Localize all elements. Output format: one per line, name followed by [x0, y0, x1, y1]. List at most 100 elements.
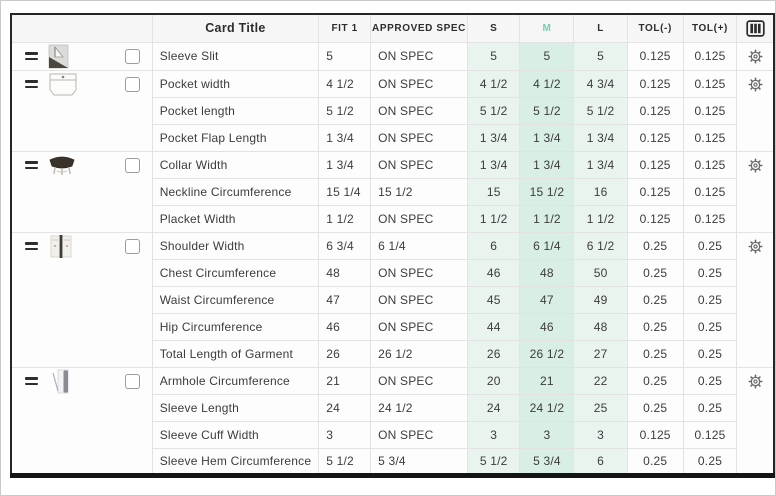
size-s-cell[interactable]: 5 [466, 41, 521, 71]
fit-value-cell[interactable]: 5 1/2 [318, 96, 372, 125]
size-l-cell[interactable]: 5 1/2 [573, 96, 628, 125]
approved-spec-cell[interactable]: ON SPEC [370, 258, 468, 287]
approved-spec-cell[interactable]: ON SPEC [370, 150, 468, 179]
approved-spec-cell[interactable]: 6 1/4 [370, 231, 468, 260]
size-s-cell[interactable]: 15 [466, 177, 521, 206]
size-l-cell[interactable]: 1 3/4 [573, 123, 628, 152]
size-l-cell[interactable]: 49 [573, 285, 628, 314]
size-m-cell[interactable]: 24 1/2 [519, 393, 575, 422]
card-title-cell[interactable]: Chest Circumference [151, 258, 320, 287]
size-l-cell[interactable]: 5 [573, 41, 628, 71]
column-config-header[interactable] [736, 13, 775, 43]
fit-value-cell[interactable]: 21 [318, 366, 372, 395]
size-l-cell[interactable]: 16 [573, 177, 628, 206]
approved-spec-cell[interactable]: ON SPEC [370, 312, 468, 341]
card-thumbnail-pocket-sketch[interactable] [47, 72, 79, 97]
size-m-cell[interactable]: 1 1/2 [519, 204, 575, 233]
size-s-cell[interactable]: 4 1/2 [466, 69, 521, 98]
card-thumbnail-sleeve-sketch[interactable] [47, 369, 75, 394]
approved-spec-cell[interactable]: ON SPEC [370, 204, 468, 233]
size-m-cell[interactable]: 3 [519, 420, 575, 449]
size-m-cell[interactable]: 5 3/4 [519, 447, 575, 476]
drag-handle-icon[interactable] [25, 80, 38, 88]
tol-plus-cell[interactable]: 0.125 [682, 204, 738, 233]
fit-value-cell[interactable]: 48 [318, 258, 372, 287]
card-title-cell[interactable]: Pocket Flap Length [151, 123, 320, 152]
size-m-cell[interactable]: 1 3/4 [519, 150, 575, 179]
card-title-cell[interactable]: Pocket length [151, 96, 320, 125]
fit-value-cell[interactable]: 1 3/4 [318, 150, 372, 179]
tol-plus-cell[interactable]: 0.25 [682, 393, 738, 422]
card-select-checkbox[interactable] [124, 76, 140, 92]
card-title-cell[interactable]: Sleeve Cuff Width [151, 420, 320, 449]
size-s-cell[interactable]: 20 [466, 366, 521, 395]
size-s-cell[interactable]: 45 [466, 285, 521, 314]
approved-spec-cell[interactable]: ON SPEC [370, 420, 468, 449]
drag-handle-icon[interactable] [25, 377, 38, 385]
card-title-cell[interactable]: Sleeve Slit [151, 41, 320, 71]
approved-spec-cell[interactable]: ON SPEC [370, 69, 468, 98]
approved-spec-cell[interactable]: ON SPEC [370, 96, 468, 125]
approved-spec-cell[interactable]: 26 1/2 [370, 339, 468, 368]
tol-minus-cell[interactable]: 0.25 [626, 258, 684, 287]
card-thumbnail-collar-sketch[interactable] [47, 153, 77, 178]
gear-icon[interactable] [738, 43, 773, 69]
approved-spec-cell[interactable]: 15 1/2 [370, 177, 468, 206]
fit-value-cell[interactable]: 47 [318, 285, 372, 314]
size-m-cell[interactable]: 1 3/4 [519, 123, 575, 152]
tol-plus-cell[interactable]: 0.125 [682, 69, 738, 98]
tol-minus-cell[interactable]: 0.25 [626, 339, 684, 368]
tol-plus-cell[interactable]: 0.125 [682, 96, 738, 125]
columns-icon[interactable] [738, 20, 773, 37]
tol-plus-cell[interactable]: 0.125 [682, 123, 738, 152]
tol-minus-cell[interactable]: 0.25 [626, 312, 684, 341]
size-l-cell[interactable]: 22 [573, 366, 628, 395]
tol-plus-cell[interactable]: 0.25 [682, 339, 738, 368]
tol-minus-cell[interactable]: 0.125 [626, 96, 684, 125]
fit-value-cell[interactable]: 5 [318, 41, 372, 71]
tol-minus-cell[interactable]: 0.25 [626, 447, 684, 476]
size-m-cell[interactable]: 6 1/4 [519, 231, 575, 260]
card-thumbnail-shirt-placket-sketch[interactable] [47, 234, 75, 259]
tol-plus-cell[interactable]: 0.125 [682, 41, 738, 71]
card-title-cell[interactable]: Total Length of Garment [151, 339, 320, 368]
gear-icon[interactable] [738, 233, 773, 260]
fit-value-cell[interactable]: 4 1/2 [318, 69, 372, 98]
size-s-cell[interactable]: 3 [466, 420, 521, 449]
size-m-cell[interactable]: 5 1/2 [519, 96, 575, 125]
tol-minus-cell[interactable]: 0.125 [626, 69, 684, 98]
tol-minus-cell[interactable]: 0.25 [626, 231, 684, 260]
card-title-cell[interactable]: Sleeve Length [151, 393, 320, 422]
approved-spec-cell[interactable]: ON SPEC [370, 41, 468, 71]
approved-spec-cell[interactable]: ON SPEC [370, 123, 468, 152]
size-s-cell[interactable]: 44 [466, 312, 521, 341]
tol-plus-cell[interactable]: 0.25 [682, 258, 738, 287]
size-s-cell[interactable]: 5 1/2 [466, 96, 521, 125]
card-title-cell[interactable]: Neckline Circumference [151, 177, 320, 206]
fit-value-cell[interactable]: 3 [318, 420, 372, 449]
size-m-cell[interactable]: 15 1/2 [519, 177, 575, 206]
size-s-cell[interactable]: 46 [466, 258, 521, 287]
fit-value-cell[interactable]: 46 [318, 312, 372, 341]
size-s-cell[interactable]: 24 [466, 393, 521, 422]
size-s-cell[interactable]: 1 3/4 [466, 150, 521, 179]
size-m-cell[interactable]: 47 [519, 285, 575, 314]
size-l-cell[interactable]: 50 [573, 258, 628, 287]
size-l-cell[interactable]: 6 1/2 [573, 231, 628, 260]
fit-value-cell[interactable]: 1 3/4 [318, 123, 372, 152]
drag-handle-icon[interactable] [25, 242, 38, 250]
tol-minus-cell[interactable]: 0.125 [626, 204, 684, 233]
fit-value-cell[interactable]: 26 [318, 339, 372, 368]
tol-minus-cell[interactable]: 0.125 [626, 41, 684, 71]
size-l-cell[interactable]: 3 [573, 420, 628, 449]
size-m-cell[interactable]: 46 [519, 312, 575, 341]
card-title-cell[interactable]: Hip Circumference [151, 312, 320, 341]
tol-plus-cell[interactable]: 0.25 [682, 312, 738, 341]
card-select-checkbox[interactable] [124, 373, 140, 389]
card-title-cell[interactable]: Shoulder Width [151, 231, 320, 260]
size-s-cell[interactable]: 6 [466, 231, 521, 260]
tol-minus-cell[interactable]: 0.125 [626, 123, 684, 152]
tol-plus-cell[interactable]: 0.25 [682, 285, 738, 314]
approved-spec-cell[interactable]: 5 3/4 [370, 447, 468, 476]
size-l-cell[interactable]: 6 [573, 447, 628, 476]
